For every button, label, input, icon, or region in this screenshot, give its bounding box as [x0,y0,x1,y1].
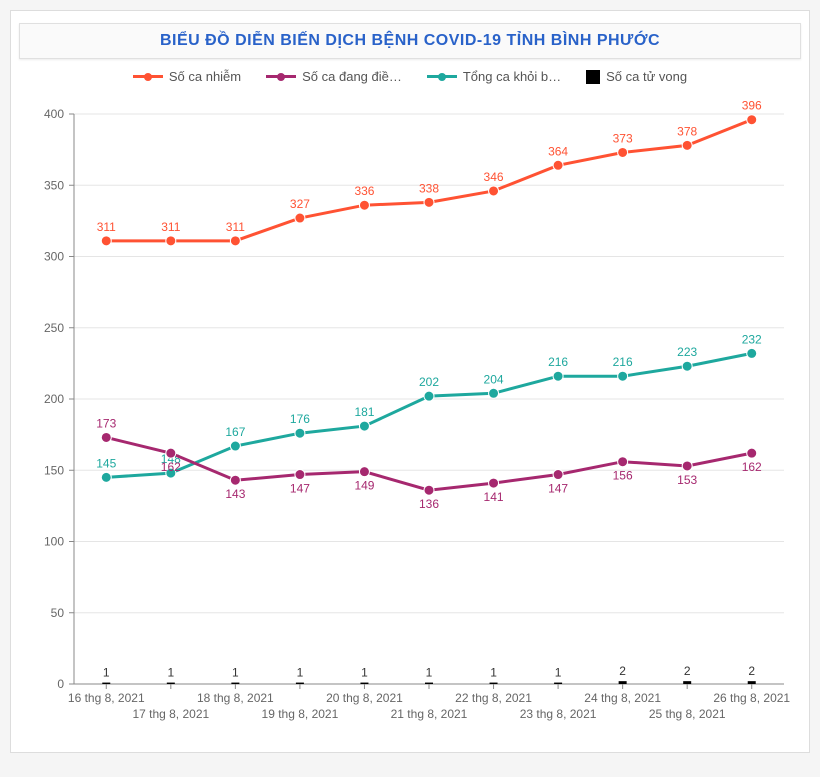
svg-text:202: 202 [419,375,439,389]
svg-text:156: 156 [613,469,633,483]
legend-swatch-treating [266,75,296,78]
svg-text:162: 162 [742,460,762,474]
svg-text:100: 100 [44,535,64,549]
svg-text:2: 2 [748,664,755,678]
svg-text:346: 346 [484,170,504,184]
svg-text:167: 167 [225,425,245,439]
legend-swatch-deaths [586,70,600,84]
svg-text:50: 50 [51,606,65,620]
svg-text:0: 0 [57,677,64,691]
svg-text:2: 2 [684,664,691,678]
svg-text:311: 311 [161,220,180,234]
svg-text:26 thg 8, 2021: 26 thg 8, 2021 [713,691,790,705]
legend-item-recovered[interactable]: Tổng ca khỏi b… [427,69,561,84]
svg-text:396: 396 [742,99,762,113]
legend-label-recovered: Tổng ca khỏi b… [463,69,561,84]
legend-swatch-recovered [427,75,457,78]
svg-text:22 thg 8, 2021: 22 thg 8, 2021 [455,691,532,705]
svg-text:336: 336 [354,184,374,198]
svg-text:1: 1 [361,666,368,680]
svg-text:1: 1 [490,666,497,680]
svg-text:1: 1 [103,666,110,680]
legend-label-infected: Số ca nhiễm [169,69,241,84]
chart-container: BIỂU ĐỒ DIỄN BIẾN DỊCH BỆNH COVID-19 TỈN… [10,10,810,753]
svg-text:16 thg 8, 2021: 16 thg 8, 2021 [68,691,145,705]
svg-text:141: 141 [484,490,504,504]
svg-text:23 thg 8, 2021: 23 thg 8, 2021 [520,707,597,721]
svg-text:300: 300 [44,250,64,264]
svg-text:1: 1 [232,666,239,680]
legend-swatch-infected [133,75,163,78]
legend: Số ca nhiễm Số ca đang điề… Tổng ca khỏi… [19,69,801,84]
svg-text:350: 350 [44,178,64,192]
chart-title: BIỂU ĐỒ DIỄN BIẾN DỊCH BỆNH COVID-19 TỈN… [160,32,660,49]
svg-text:1: 1 [555,666,562,680]
svg-text:216: 216 [548,355,568,369]
svg-text:2: 2 [619,664,626,678]
svg-text:338: 338 [419,181,439,195]
svg-text:24 thg 8, 2021: 24 thg 8, 2021 [584,691,661,705]
svg-text:250: 250 [44,321,64,335]
svg-text:17 thg 8, 2021: 17 thg 8, 2021 [132,707,209,721]
legend-item-deaths[interactable]: Số ca tử vong [586,69,687,84]
svg-text:18 thg 8, 2021: 18 thg 8, 2021 [197,691,274,705]
svg-text:136: 136 [419,497,439,511]
svg-text:373: 373 [613,131,633,145]
svg-text:25 thg 8, 2021: 25 thg 8, 2021 [649,707,726,721]
legend-item-treating[interactable]: Số ca đang điề… [266,69,402,84]
svg-text:143: 143 [225,487,245,501]
svg-text:232: 232 [742,332,762,346]
svg-text:223: 223 [677,345,697,359]
chart-title-box: BIỂU ĐỒ DIỄN BIẾN DỊCH BỆNH COVID-19 TỈN… [19,23,801,59]
svg-text:311: 311 [97,220,116,234]
svg-text:20 thg 8, 2021: 20 thg 8, 2021 [326,691,403,705]
plot-area: 0 50 100 150 200 250 300 350 400 16 thg 8, 2021 17… [19,94,799,744]
svg-text:19 thg 8, 2021: 19 thg 8, 2021 [262,707,339,721]
svg-text:176: 176 [290,412,310,426]
svg-text:181: 181 [354,405,374,419]
svg-text:364: 364 [548,144,568,158]
legend-label-treating: Số ca đang điề… [302,69,402,84]
svg-text:216: 216 [613,355,633,369]
svg-text:173: 173 [96,416,116,430]
svg-text:162: 162 [161,460,181,474]
svg-text:378: 378 [677,124,697,138]
legend-label-deaths: Số ca tử vong [606,69,687,84]
svg-text:150: 150 [44,463,64,477]
svg-text:1: 1 [297,666,304,680]
svg-text:153: 153 [677,473,697,487]
svg-text:1: 1 [426,666,433,680]
svg-text:147: 147 [548,482,568,496]
svg-text:21 thg 8, 2021: 21 thg 8, 2021 [391,707,468,721]
svg-text:145: 145 [96,456,116,470]
svg-text:200: 200 [44,392,64,406]
svg-text:147: 147 [290,482,310,496]
svg-text:204: 204 [484,372,504,386]
svg-text:327: 327 [290,197,310,211]
svg-text:1: 1 [167,666,174,680]
svg-text:149: 149 [354,479,374,493]
svg-text:311: 311 [226,220,245,234]
chart-svg: 0 50 100 150 200 250 300 350 400 16 thg 8, 2021 17… [19,94,799,744]
legend-item-infected[interactable]: Số ca nhiễm [133,69,241,84]
svg-text:400: 400 [44,107,64,121]
